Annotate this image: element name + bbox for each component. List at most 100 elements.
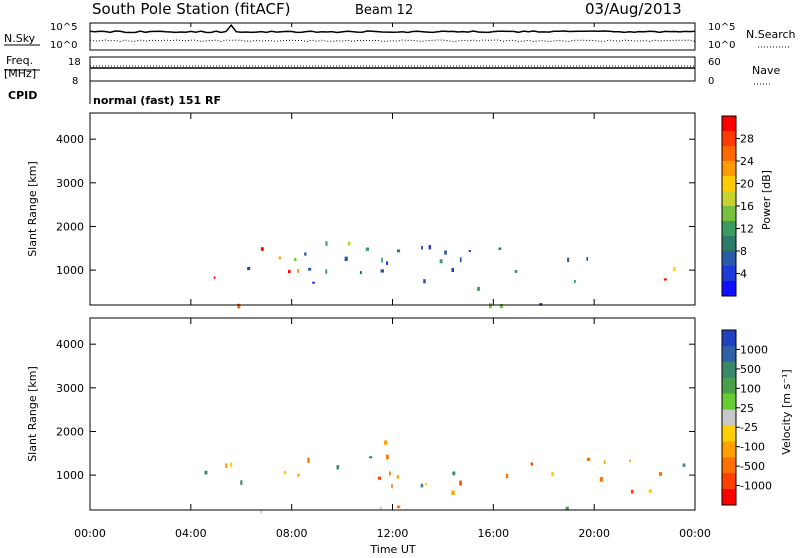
power-cell [304, 252, 307, 256]
power-cell [673, 267, 676, 272]
xtick-label: 16:00 [477, 527, 509, 540]
power-cell [498, 247, 502, 250]
power-cell [381, 257, 383, 263]
power-ytick-label: 3000 [56, 177, 84, 190]
nave-tick-bottom: 0 [708, 76, 714, 87]
velocity-cell [530, 462, 533, 466]
velocity-cell [389, 471, 391, 476]
power-ytick-label: 4000 [56, 133, 84, 146]
station-title: South Pole Station (fitACF) [92, 0, 290, 18]
power-cell [325, 241, 328, 246]
velocity-cell [283, 471, 287, 475]
power-ylabel: Slant Range [km] [26, 161, 39, 257]
power-colorbar-tick: 28 [740, 133, 754, 146]
velocity-ylabel: Slant Range [km] [26, 366, 39, 462]
velocity-cell [586, 457, 591, 461]
power-cell [386, 261, 389, 265]
power-cell [539, 303, 543, 306]
beam-label: Beam 12 [355, 3, 413, 18]
xtick-label: 12:00 [377, 527, 409, 540]
velocity-cell [565, 506, 569, 511]
power-colorbar-tick: 20 [740, 178, 754, 191]
power-cell [294, 258, 297, 261]
power-cell [663, 278, 667, 281]
velocity-cell [505, 473, 509, 479]
velocity-cell [225, 463, 228, 468]
power-colorbar-swatch [722, 266, 736, 282]
velocity-colorbar-swatch [722, 425, 736, 442]
power-cell [477, 286, 480, 291]
velocity-colorbar-swatch [722, 330, 736, 347]
power-cell [574, 280, 576, 283]
freq-tick-top: 18 [68, 57, 81, 68]
velocity-colorbar-tick: 25 [740, 402, 754, 415]
power-panel: 4000 3000 2000 1000 Slant Range [km] 28 24 20… [26, 112, 773, 309]
power-cell [567, 257, 570, 262]
nsearch-tick-top: 10^5 [708, 22, 735, 33]
freq-tick-bottom: 8 [72, 76, 78, 87]
nsearch-tick-bottom: 10^0 [708, 40, 735, 51]
velocity-cell [599, 477, 603, 482]
power-colorbar-swatch [722, 161, 736, 177]
velocity-cell [336, 465, 340, 470]
velocity-cell [391, 484, 393, 489]
velocity-cell [260, 509, 263, 514]
velocity-cell [648, 489, 652, 493]
power-cell [444, 250, 447, 255]
velocity-cell [385, 454, 389, 460]
power-colorbar-swatch [722, 191, 736, 207]
velocity-cell [425, 483, 428, 486]
velocity-cell [396, 475, 400, 479]
velocity-cell [551, 472, 554, 477]
velocity-colorbar-tick: -1000 [740, 480, 772, 493]
time-axis: 00:00 04:00 08:00 12:00 16:00 20:00 00:00 [74, 23, 711, 540]
power-cell [359, 271, 362, 275]
velocity-cell [658, 472, 663, 476]
nave-tick-top: 60 [708, 57, 721, 68]
power-colorbar-swatch [722, 146, 736, 162]
velocity-cell [452, 471, 456, 476]
velocity-colorbar-swatch [722, 489, 736, 506]
xtick-label: 08:00 [276, 527, 308, 540]
xtick-label: 00:00 [74, 527, 106, 540]
velocity-cell [682, 463, 686, 467]
xtick-label: 04:00 [175, 527, 207, 540]
velocity-colorbar-swatch [722, 473, 736, 490]
velocity-colorbar-tick: 500 [740, 363, 761, 376]
power-cell [237, 303, 241, 309]
power-cell [514, 270, 518, 273]
freq-label: Freq. [6, 54, 33, 67]
power-colorbar-tick: 24 [740, 155, 754, 168]
power-cell [397, 249, 401, 253]
velocity-colorbar-swatch [722, 457, 736, 474]
cpid-row: CPID normal (fast) 151 RF [8, 81, 221, 107]
power-cell [288, 269, 291, 274]
power-colorbar-tick: 12 [740, 223, 754, 236]
velocity-colorbar-swatch [722, 345, 736, 363]
velocity-cell [204, 470, 208, 475]
power-colorbar-tick: 16 [740, 200, 754, 213]
xlabel: Time UT [369, 543, 415, 554]
nave-label: Nave [752, 64, 780, 77]
velocity-cell [380, 506, 382, 510]
power-cell [325, 269, 328, 274]
power-cell [421, 245, 423, 250]
power-cell [297, 269, 299, 273]
velocity-cell [297, 473, 300, 477]
power-cell [468, 250, 471, 252]
velocity-cell [377, 476, 382, 480]
velocity-cell [629, 459, 632, 462]
power-cell [451, 268, 454, 272]
velocity-colorbar-swatch [722, 441, 736, 458]
nsearch-label: N.Search [746, 28, 796, 41]
power-cell [586, 257, 589, 261]
nsky-trace [89, 23, 696, 34]
power-ytick-label: 2000 [56, 220, 84, 233]
velocity-cbar-label: Velocity [m s⁻¹] [780, 369, 793, 454]
velocity-cell [240, 480, 243, 485]
velocity-panel: 4000 3000 2000 1000 Slant Range [km] 1000 50… [26, 317, 793, 514]
power-cell [380, 269, 384, 273]
power-colorbar-swatch [722, 221, 736, 237]
velocity-colorbar-tick: 100 [740, 382, 761, 395]
